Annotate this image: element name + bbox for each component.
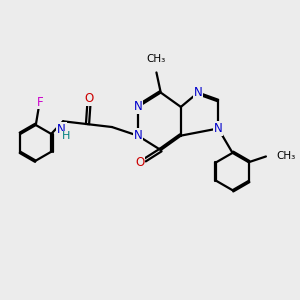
Text: O: O: [84, 92, 94, 105]
Text: N: N: [134, 129, 142, 142]
Text: N: N: [57, 123, 66, 136]
Text: N: N: [214, 122, 223, 135]
Text: CH₃: CH₃: [147, 54, 166, 64]
Text: N: N: [134, 100, 142, 113]
Text: CH₃: CH₃: [276, 152, 295, 161]
Text: O: O: [135, 156, 144, 170]
Text: H: H: [62, 131, 71, 141]
Text: N: N: [194, 86, 203, 99]
Text: F: F: [37, 95, 44, 109]
